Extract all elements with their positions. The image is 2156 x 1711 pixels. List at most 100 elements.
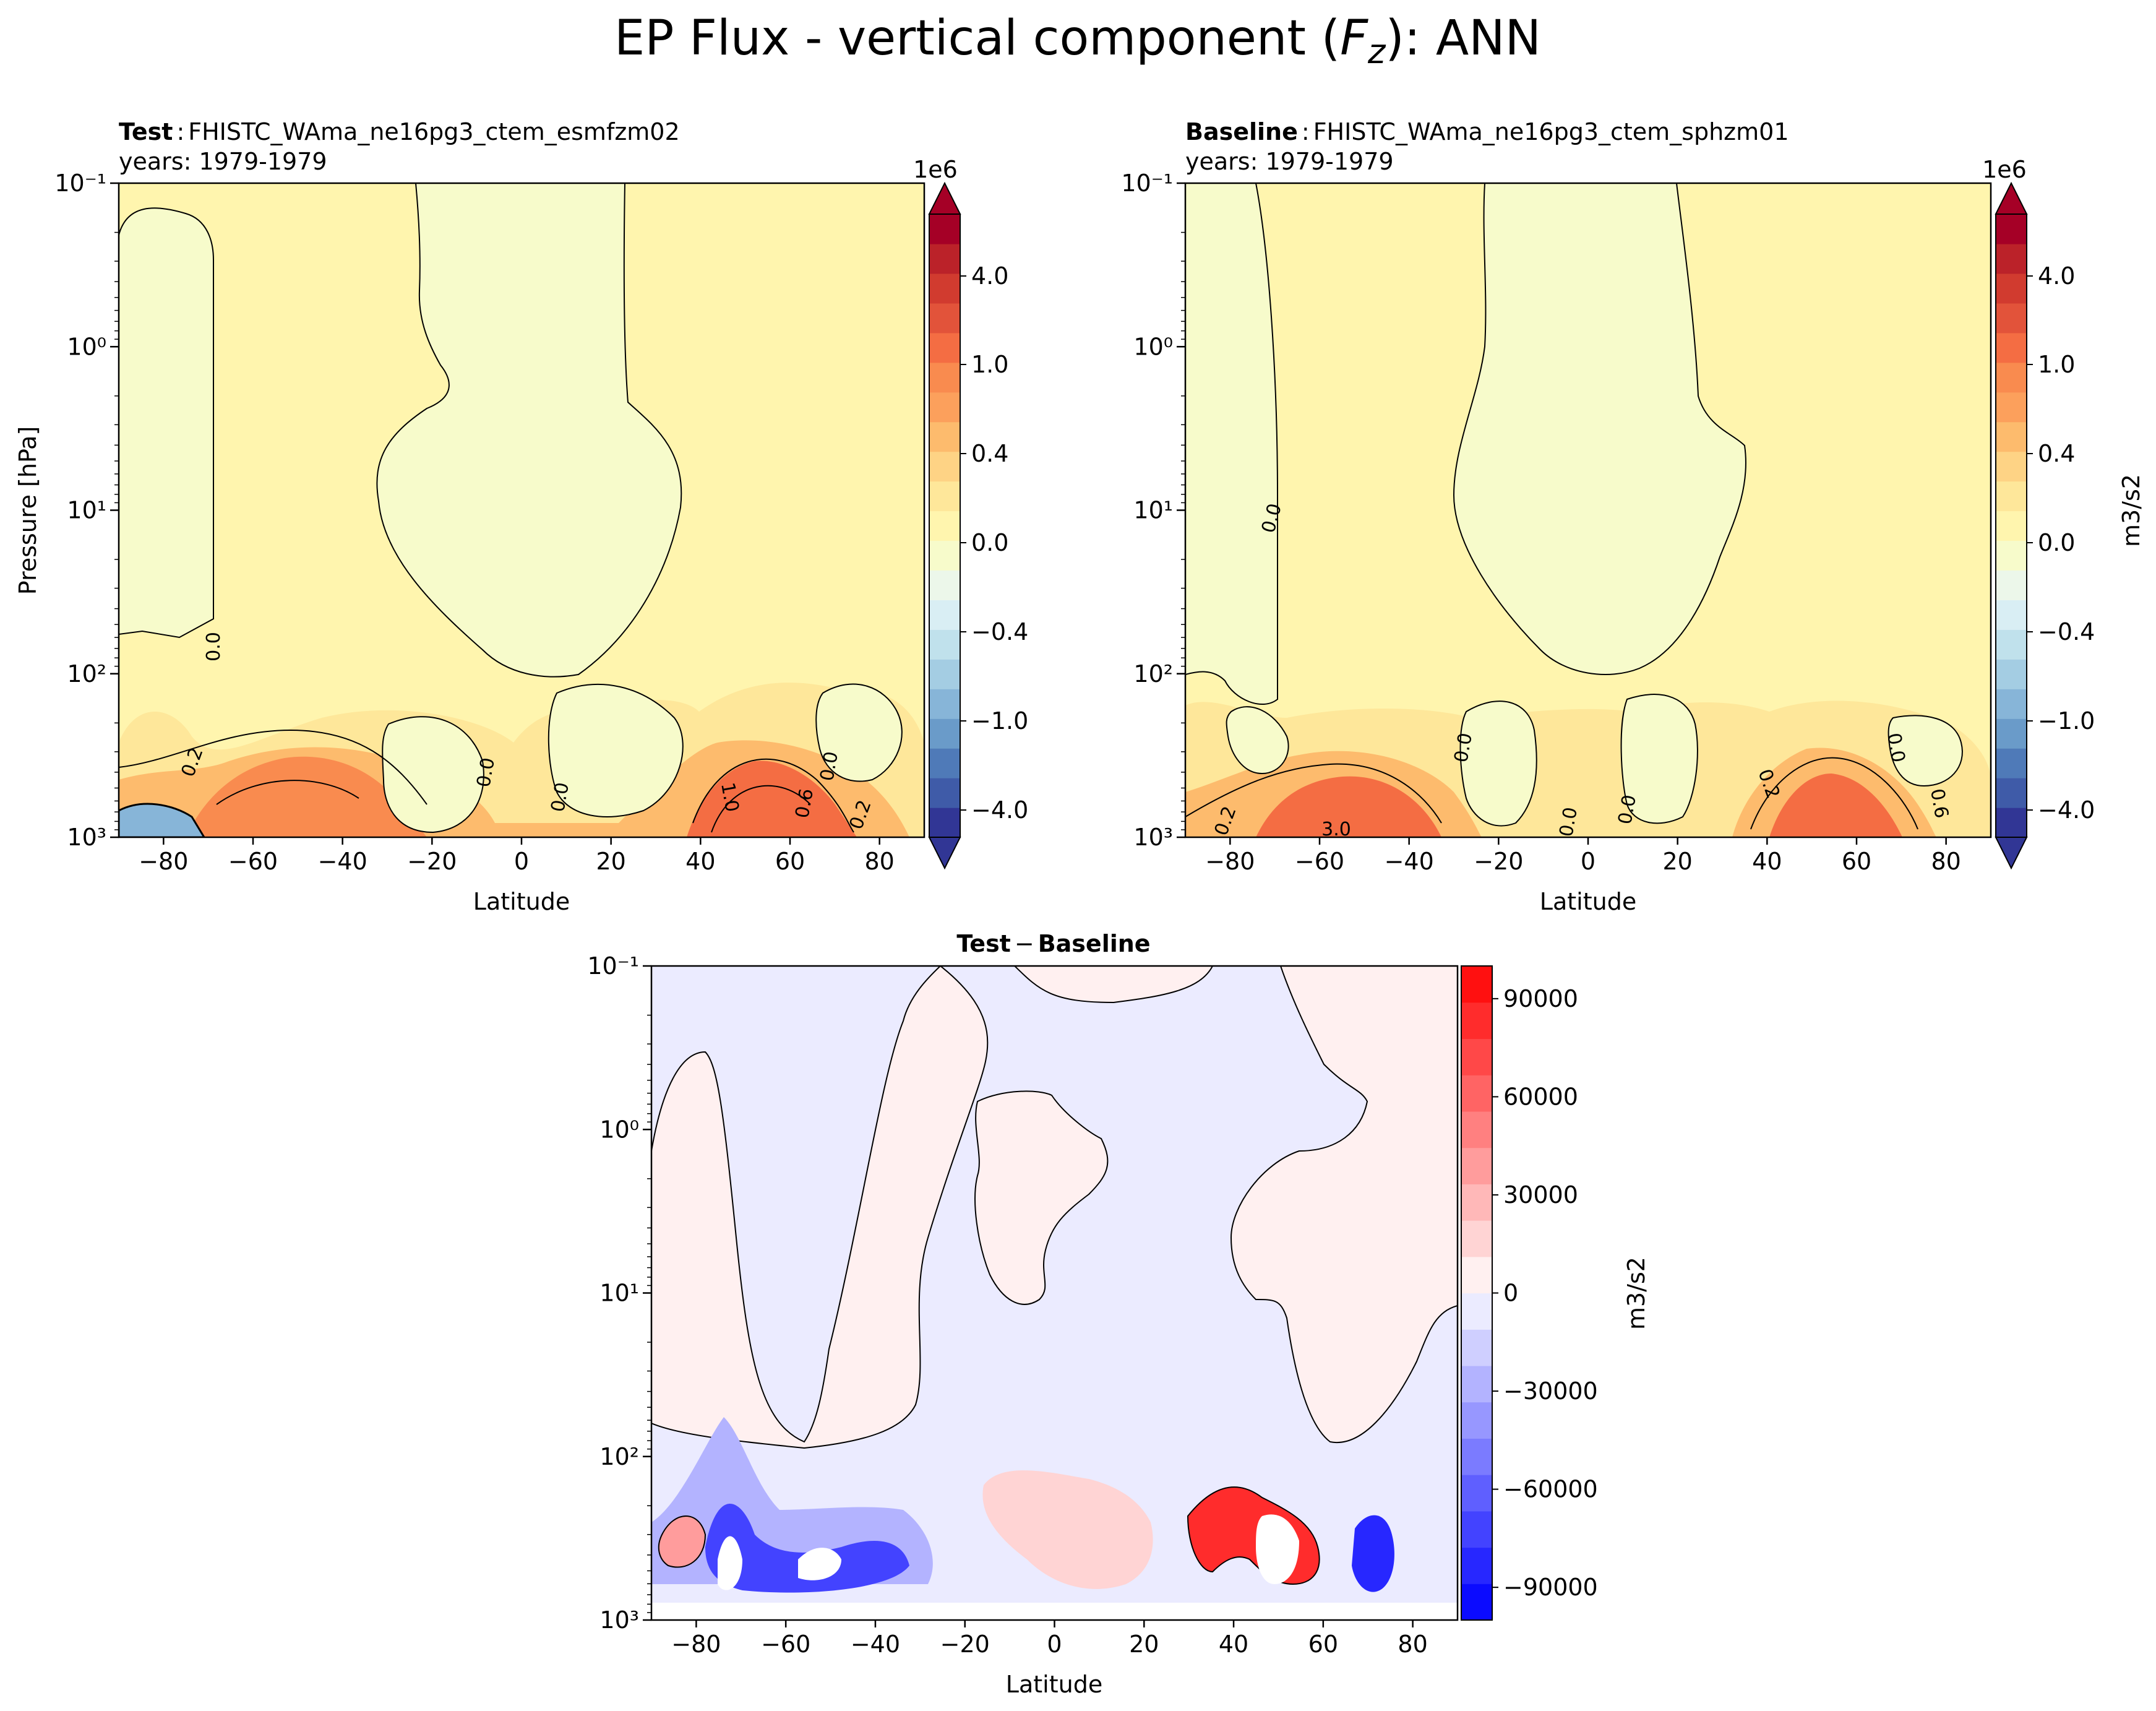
colorbar-tick-label: 4.0 bbox=[971, 262, 1008, 290]
test-axes: −80 −60 −40 −20 0 20 40 60 80 10⁻¹ 10⁰ 10¹ 10² 10³ bbox=[54, 170, 895, 875]
colorbar-swatch bbox=[929, 718, 960, 749]
x-tick-label: 40 bbox=[1219, 1631, 1248, 1658]
baseline-contour-label: 0.0 bbox=[1555, 806, 1582, 838]
colorbar-tick-label: 90000 bbox=[1503, 985, 1578, 1012]
colorbar-frame bbox=[929, 213, 961, 838]
test-contour-label: 0.0 bbox=[547, 781, 573, 814]
colorbar-tick-label: −30000 bbox=[1503, 1377, 1598, 1405]
colorbar-swatch bbox=[1996, 778, 2027, 808]
test-contour-line-3 bbox=[692, 758, 854, 833]
x-tick-label: −60 bbox=[761, 1631, 810, 1658]
baseline-contour-line-2 bbox=[1750, 757, 1918, 830]
diff-title-test: Test bbox=[956, 930, 1010, 957]
baseline-sep: : bbox=[1302, 118, 1310, 145]
diff-region-pink-tropical bbox=[982, 1470, 1153, 1589]
colorbar-swatch bbox=[929, 451, 960, 482]
diff-region-negative-b bbox=[651, 966, 1458, 1620]
test-contour-labels: 0.0 0.2 1.0 0.6 0.0 0.0 0.0 0.2 bbox=[177, 632, 875, 832]
colorbar-tick-label: 0 bbox=[1503, 1280, 1518, 1307]
test-region-band-3 bbox=[186, 756, 427, 837]
baseline-colorbar-scale: 1e6 bbox=[1982, 156, 2027, 183]
x-tick-label: −20 bbox=[407, 848, 457, 875]
colorbar-swatch bbox=[1461, 1147, 1492, 1184]
diff-contour-field bbox=[651, 966, 1458, 1620]
y-tick-label: 10² bbox=[67, 660, 106, 687]
x-tick-label: −40 bbox=[318, 848, 367, 875]
test-contour-label: 0.6 bbox=[791, 787, 818, 820]
diff-axes: −80 −60 −40 −20 0 20 40 60 80 10⁻¹ 10⁰ 10¹ 10² 10³ bbox=[587, 952, 1427, 1658]
colorbar-swatch bbox=[1461, 1402, 1492, 1439]
baseline-region-band-5 bbox=[1769, 774, 1902, 837]
test-colorbar-scale: 1e6 bbox=[913, 156, 958, 183]
test-contour-line-2 bbox=[216, 780, 359, 805]
test-contour-label: 1.0 bbox=[716, 781, 743, 814]
colorbar-swatch bbox=[929, 332, 960, 363]
test-case: FHISTC_WAma_ne16pg3_ctem_esmfzm02 bbox=[188, 118, 679, 145]
baseline-contour-field bbox=[1185, 183, 1991, 837]
colorbar-tick-label: 1.0 bbox=[971, 351, 1008, 378]
baseline-contour-line-1 bbox=[1185, 763, 1442, 824]
x-tick-label: 60 bbox=[1842, 848, 1871, 875]
colorbar-swatch bbox=[1461, 1075, 1492, 1112]
colorbar-tick-label: 0.4 bbox=[971, 440, 1008, 467]
colorbar-swatch bbox=[1996, 570, 2027, 600]
colorbar-tick-label: −1.0 bbox=[971, 707, 1028, 735]
test-sep: : bbox=[176, 118, 184, 145]
y-tick-label: 10¹ bbox=[67, 497, 106, 524]
colorbar-swatch bbox=[1461, 1511, 1492, 1548]
test-xlabel: Latitude bbox=[473, 888, 570, 915]
y-tick-label: 10¹ bbox=[1133, 497, 1173, 524]
colorbar-swatch bbox=[1996, 629, 2027, 660]
diff-region-white-north bbox=[1256, 1514, 1299, 1584]
baseline-region-equatorial-pocket bbox=[1620, 694, 1698, 824]
colorbar-swatch bbox=[929, 600, 960, 630]
y-tick-label: 10⁻¹ bbox=[587, 952, 639, 980]
test-header: Test: FHISTC_WAma_ne16pg3_ctem_esmfzm02 bbox=[119, 118, 680, 145]
test-region-tropical-upper bbox=[376, 183, 682, 678]
colorbar-tick-label: −4.0 bbox=[2038, 796, 2095, 824]
test-region-north-pocket bbox=[815, 683, 903, 782]
diff-region-blue-south-core bbox=[705, 1504, 909, 1593]
colorbar-swatch bbox=[1996, 748, 2027, 778]
colorbar-swatch bbox=[929, 570, 960, 600]
colorbar-swatch bbox=[1461, 1220, 1492, 1257]
x-tick-label: 0 bbox=[1047, 1631, 1062, 1658]
test-region-mid-lat-pocket bbox=[382, 716, 484, 834]
colorbar-swatch bbox=[1996, 600, 2027, 630]
x-tick-label: −20 bbox=[1474, 848, 1523, 875]
colorbar-swatch bbox=[1996, 540, 2027, 571]
colorbar-swatch bbox=[1461, 1438, 1492, 1475]
colorbar-extend-max bbox=[928, 181, 961, 215]
x-tick-label: −80 bbox=[139, 848, 188, 875]
test-contour-label: 0.0 bbox=[816, 750, 843, 783]
test-region-polar-south bbox=[119, 207, 214, 639]
colorbar-swatch bbox=[929, 421, 960, 452]
title-tail: ): ANN bbox=[1385, 11, 1541, 66]
baseline-region-south-pocket bbox=[1226, 706, 1289, 775]
colorbar-swatch bbox=[929, 362, 960, 393]
colorbar-swatch bbox=[929, 748, 960, 778]
diff-xlabel: Latitude bbox=[1006, 1671, 1102, 1698]
y-tick-label: 10⁰ bbox=[67, 333, 106, 360]
colorbar-swatch bbox=[929, 273, 960, 304]
colorbar-swatch bbox=[1461, 1002, 1492, 1040]
colorbar-tick-label: −1.0 bbox=[2038, 707, 2095, 735]
baseline-region-tropical-upper bbox=[1453, 183, 1746, 675]
colorbar-swatch bbox=[929, 243, 960, 274]
colorbar-swatch bbox=[1461, 1475, 1492, 1512]
colorbar-tick-label: −90000 bbox=[1503, 1574, 1598, 1601]
baseline-axes: −80 −60 −40 −20 0 20 40 60 80 10⁻¹ 10⁰ 10¹ 10² 10³ bbox=[1121, 170, 1961, 875]
colorbar-swatch bbox=[1996, 659, 2027, 689]
colorbar-swatch bbox=[1996, 362, 2027, 393]
colorbar-swatch bbox=[1461, 1547, 1492, 1584]
test-region-equatorial-pocket bbox=[548, 683, 684, 817]
colorbar-swatch bbox=[1996, 481, 2027, 512]
colorbar-swatch bbox=[929, 629, 960, 660]
baseline-region-polar-south bbox=[1185, 183, 1278, 705]
test-years: years: 1979-1979 bbox=[119, 148, 327, 175]
colorbar-swatch bbox=[929, 511, 960, 541]
baseline-contour-label: 0.0 bbox=[1883, 731, 1909, 764]
x-tick-label: −20 bbox=[940, 1631, 990, 1658]
colorbar-swatch bbox=[1996, 332, 2027, 363]
colorbar-swatch bbox=[929, 808, 960, 838]
